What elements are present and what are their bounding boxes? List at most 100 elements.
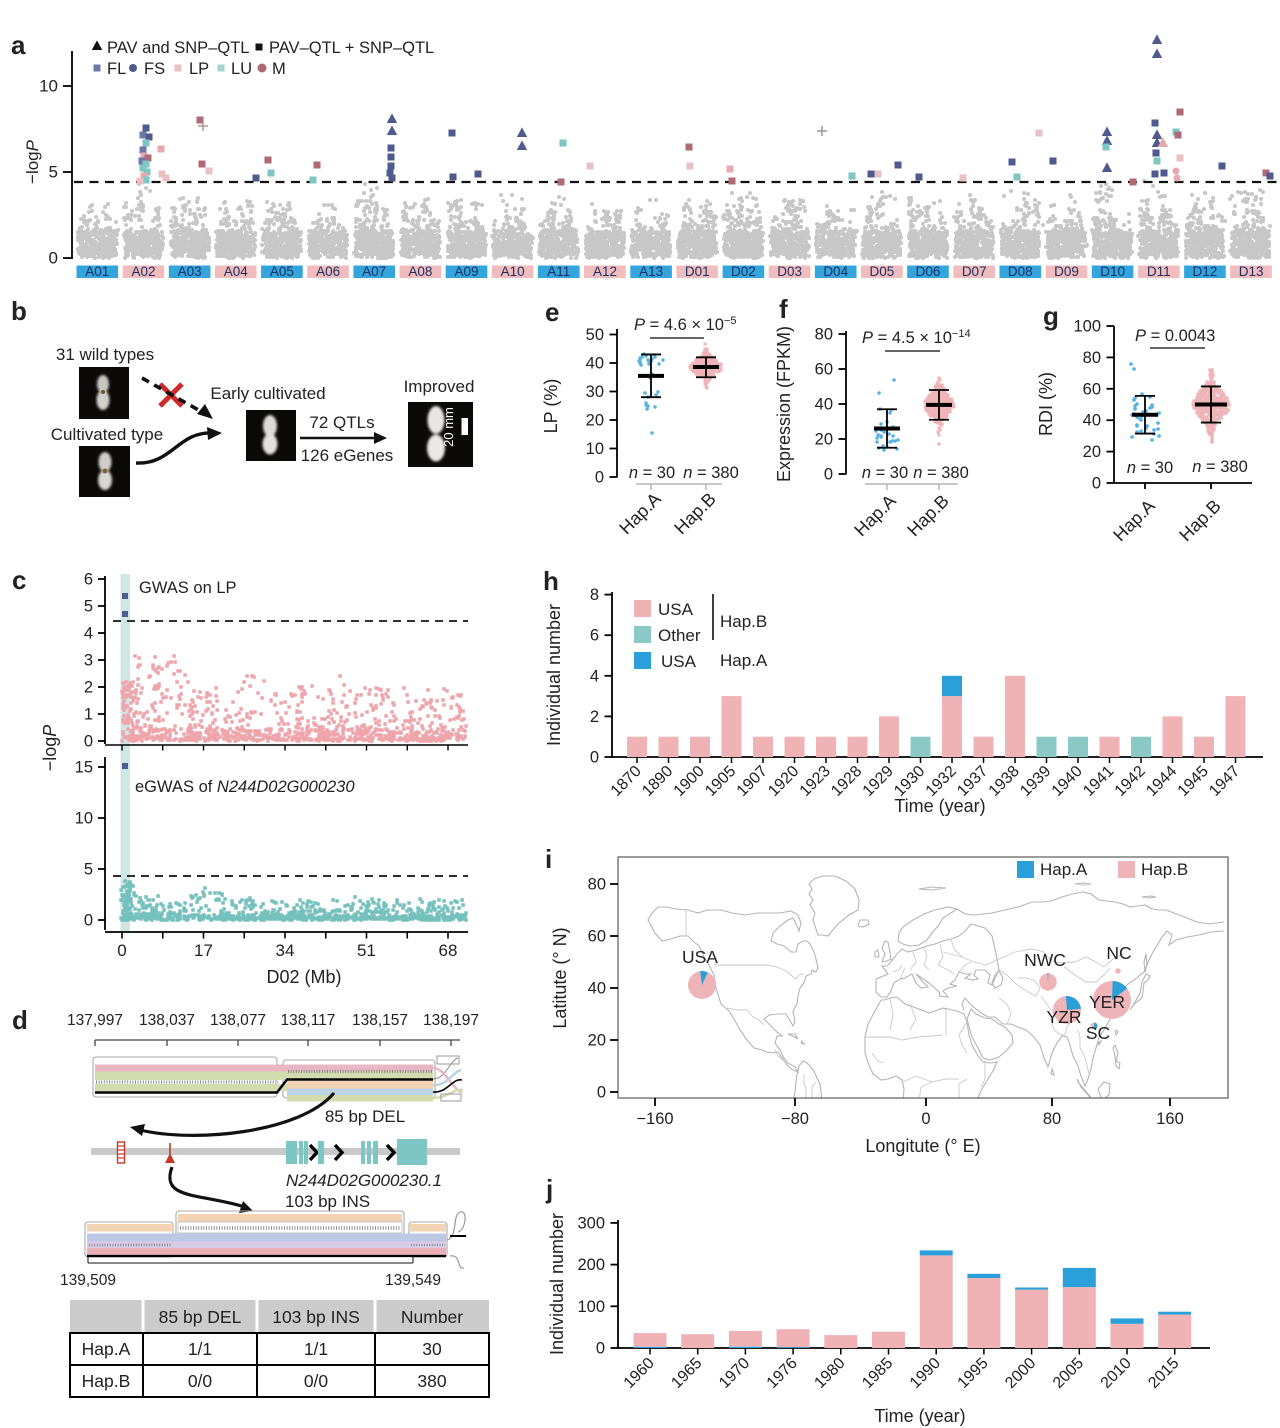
svg-text:D03: D03 <box>777 264 802 279</box>
svg-text:10: 10 <box>75 810 93 828</box>
svg-text:15: 15 <box>75 759 93 777</box>
svg-text:A13: A13 <box>639 264 663 279</box>
svg-text:−160: −160 <box>636 1110 673 1128</box>
svg-text:A11: A11 <box>547 264 570 279</box>
svg-text:RDI (%): RDI (%) <box>1036 372 1056 436</box>
svg-text:USA: USA <box>661 652 697 671</box>
svg-text:5: 5 <box>84 861 93 879</box>
svg-text:40: 40 <box>1083 412 1101 430</box>
svg-text:137,997: 137,997 <box>67 1012 123 1029</box>
svg-text:138,117: 138,117 <box>281 1012 336 1029</box>
svg-text:1985: 1985 <box>859 1355 896 1392</box>
svg-text:Early cultivated: Early cultivated <box>210 384 325 403</box>
svg-text:139,549: 139,549 <box>385 1272 441 1289</box>
svg-text:LP: LP <box>189 60 209 78</box>
svg-text:0: 0 <box>590 749 599 767</box>
svg-text:b: b <box>11 296 27 326</box>
svg-text:Hap.B: Hap.B <box>1175 496 1225 546</box>
svg-text:j: j <box>545 1174 553 1204</box>
svg-text:Cultivated type: Cultivated type <box>51 425 163 444</box>
svg-text:20: 20 <box>1083 443 1101 461</box>
svg-text:138,197: 138,197 <box>423 1012 479 1029</box>
svg-text:USA: USA <box>658 600 694 619</box>
svg-text:85 bp DEL: 85 bp DEL <box>159 1307 242 1327</box>
svg-text:n = 380: n = 380 <box>1192 458 1248 476</box>
svg-text:138,157: 138,157 <box>352 1012 408 1029</box>
svg-text:2005: 2005 <box>1050 1355 1087 1392</box>
svg-text:2010: 2010 <box>1098 1355 1135 1392</box>
svg-text:A12: A12 <box>593 264 617 279</box>
svg-text:1928: 1928 <box>828 763 865 800</box>
svg-text:d: d <box>12 1005 28 1035</box>
svg-text:0: 0 <box>117 941 126 960</box>
svg-text:D06: D06 <box>916 264 941 279</box>
svg-text:D11: D11 <box>1147 264 1171 279</box>
svg-text:0/0: 0/0 <box>188 1371 213 1391</box>
svg-text:M: M <box>272 60 286 78</box>
svg-text:Hap.B: Hap.B <box>720 612 767 631</box>
svg-text:0: 0 <box>49 249 58 268</box>
svg-text:380: 380 <box>417 1371 446 1391</box>
svg-text:1941: 1941 <box>1080 763 1117 800</box>
svg-text:31 wild types: 31 wild types <box>56 345 154 364</box>
svg-text:eGWAS of N244D02G000230: eGWAS of N244D02G000230 <box>135 778 355 796</box>
svg-text:80: 80 <box>1083 349 1101 367</box>
svg-text:P = 4.6 × 10−5: P = 4.6 × 10−5 <box>634 315 736 334</box>
svg-text:6: 6 <box>590 627 599 645</box>
svg-text:30: 30 <box>586 383 604 401</box>
svg-text:n = 380: n = 380 <box>913 464 969 482</box>
svg-text:100: 100 <box>1073 318 1101 336</box>
svg-text:0: 0 <box>596 1340 605 1358</box>
svg-text:−logP: −logP <box>40 725 60 772</box>
svg-text:D02: D02 <box>731 264 756 279</box>
svg-text:50: 50 <box>586 326 604 344</box>
svg-text:D02 (Mb): D02 (Mb) <box>266 967 341 987</box>
svg-text:Hap.B: Hap.B <box>82 1371 131 1391</box>
svg-text:A10: A10 <box>501 264 525 279</box>
svg-text:1932: 1932 <box>923 763 960 800</box>
svg-text:0: 0 <box>921 1110 930 1128</box>
svg-text:Expression (FPKM): Expression (FPKM) <box>774 326 794 482</box>
svg-text:Improved: Improved <box>404 377 475 396</box>
svg-text:D13: D13 <box>1239 264 1264 279</box>
svg-text:1900: 1900 <box>671 763 708 800</box>
svg-text:Time (year): Time (year) <box>874 1406 965 1426</box>
svg-text:P = 0.0043: P = 0.0043 <box>1135 327 1215 345</box>
svg-text:1944: 1944 <box>1143 763 1180 800</box>
svg-text:a: a <box>11 30 26 60</box>
svg-text:D10: D10 <box>1100 264 1125 279</box>
svg-text:72 QTLs: 72 QTLs <box>309 413 374 432</box>
svg-text:40: 40 <box>588 980 606 998</box>
svg-text:1970: 1970 <box>716 1355 753 1392</box>
svg-text:Number: Number <box>401 1307 463 1327</box>
svg-text:D07: D07 <box>962 264 987 279</box>
svg-text:A02: A02 <box>131 264 155 279</box>
svg-text:i: i <box>545 844 552 874</box>
svg-text:40: 40 <box>586 355 604 373</box>
svg-text:60: 60 <box>1083 380 1101 398</box>
svg-text:h: h <box>543 566 559 596</box>
svg-text:D01: D01 <box>685 264 710 279</box>
svg-text:D12: D12 <box>1193 264 1218 279</box>
svg-text:Hap.A: Hap.A <box>1040 860 1088 879</box>
svg-text:−logP: −logP <box>23 139 42 184</box>
svg-text:LU: LU <box>231 60 252 78</box>
svg-text:Individual number: Individual number <box>547 1213 567 1355</box>
svg-text:8: 8 <box>590 586 599 604</box>
svg-text:1976: 1976 <box>764 1355 801 1392</box>
svg-text:1940: 1940 <box>1049 763 1086 800</box>
svg-text:51: 51 <box>357 941 376 960</box>
svg-text:0: 0 <box>84 733 93 751</box>
svg-text:A06: A06 <box>316 264 340 279</box>
svg-text:0: 0 <box>597 1084 606 1102</box>
svg-text:D08: D08 <box>1008 264 1033 279</box>
svg-text:126 eGenes: 126 eGenes <box>301 446 394 465</box>
svg-text:1938: 1938 <box>986 763 1023 800</box>
svg-text:103 bp INS: 103 bp INS <box>285 1192 370 1211</box>
svg-text:5: 5 <box>49 163 58 182</box>
svg-text:1937: 1937 <box>954 763 991 800</box>
svg-text:1939: 1939 <box>1017 763 1054 800</box>
svg-text:D05: D05 <box>870 264 895 279</box>
svg-text:c: c <box>12 565 26 595</box>
svg-text:FL: FL <box>107 60 126 78</box>
